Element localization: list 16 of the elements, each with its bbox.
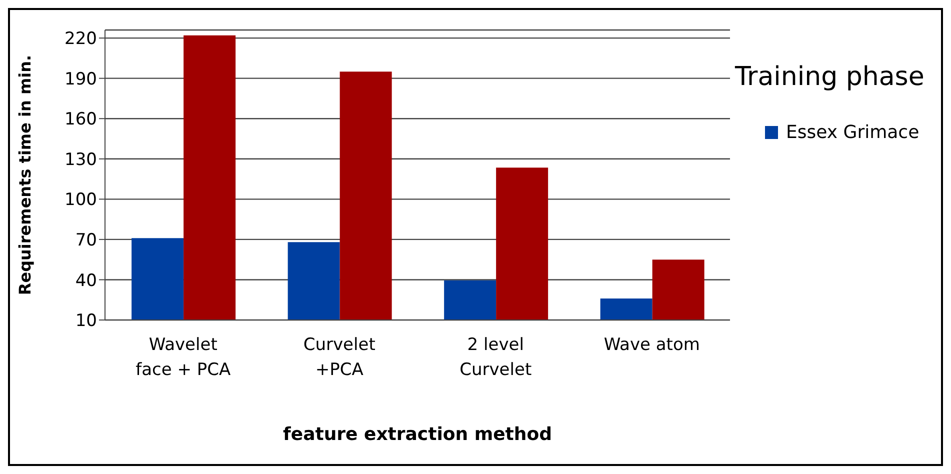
y-tick-label: 70 xyxy=(75,230,97,250)
x-tick-label: Curvelet +PCA xyxy=(303,335,376,380)
y-tick-label: 40 xyxy=(75,270,97,291)
y-axis-title: Requirements time in min. xyxy=(16,54,35,296)
y-tick-label: 130 xyxy=(64,150,97,170)
y-tick-label: 100 xyxy=(64,190,97,210)
x-tick-label: Wavelet face + PCA xyxy=(136,335,231,380)
x-axis-title: feature extraction method xyxy=(283,424,552,445)
y-tick-label: 220 xyxy=(64,29,97,50)
x-tick-label: Wave atom xyxy=(604,335,700,355)
x-tick-label: 2 level Curvelet xyxy=(460,335,532,380)
y-tick-label: 10 xyxy=(75,311,97,332)
legend-title: Training phase xyxy=(735,62,924,92)
legend-label: Essex Grimace xyxy=(785,122,920,143)
y-tick-label: 190 xyxy=(64,69,97,90)
y-tick-label: 160 xyxy=(64,110,97,130)
